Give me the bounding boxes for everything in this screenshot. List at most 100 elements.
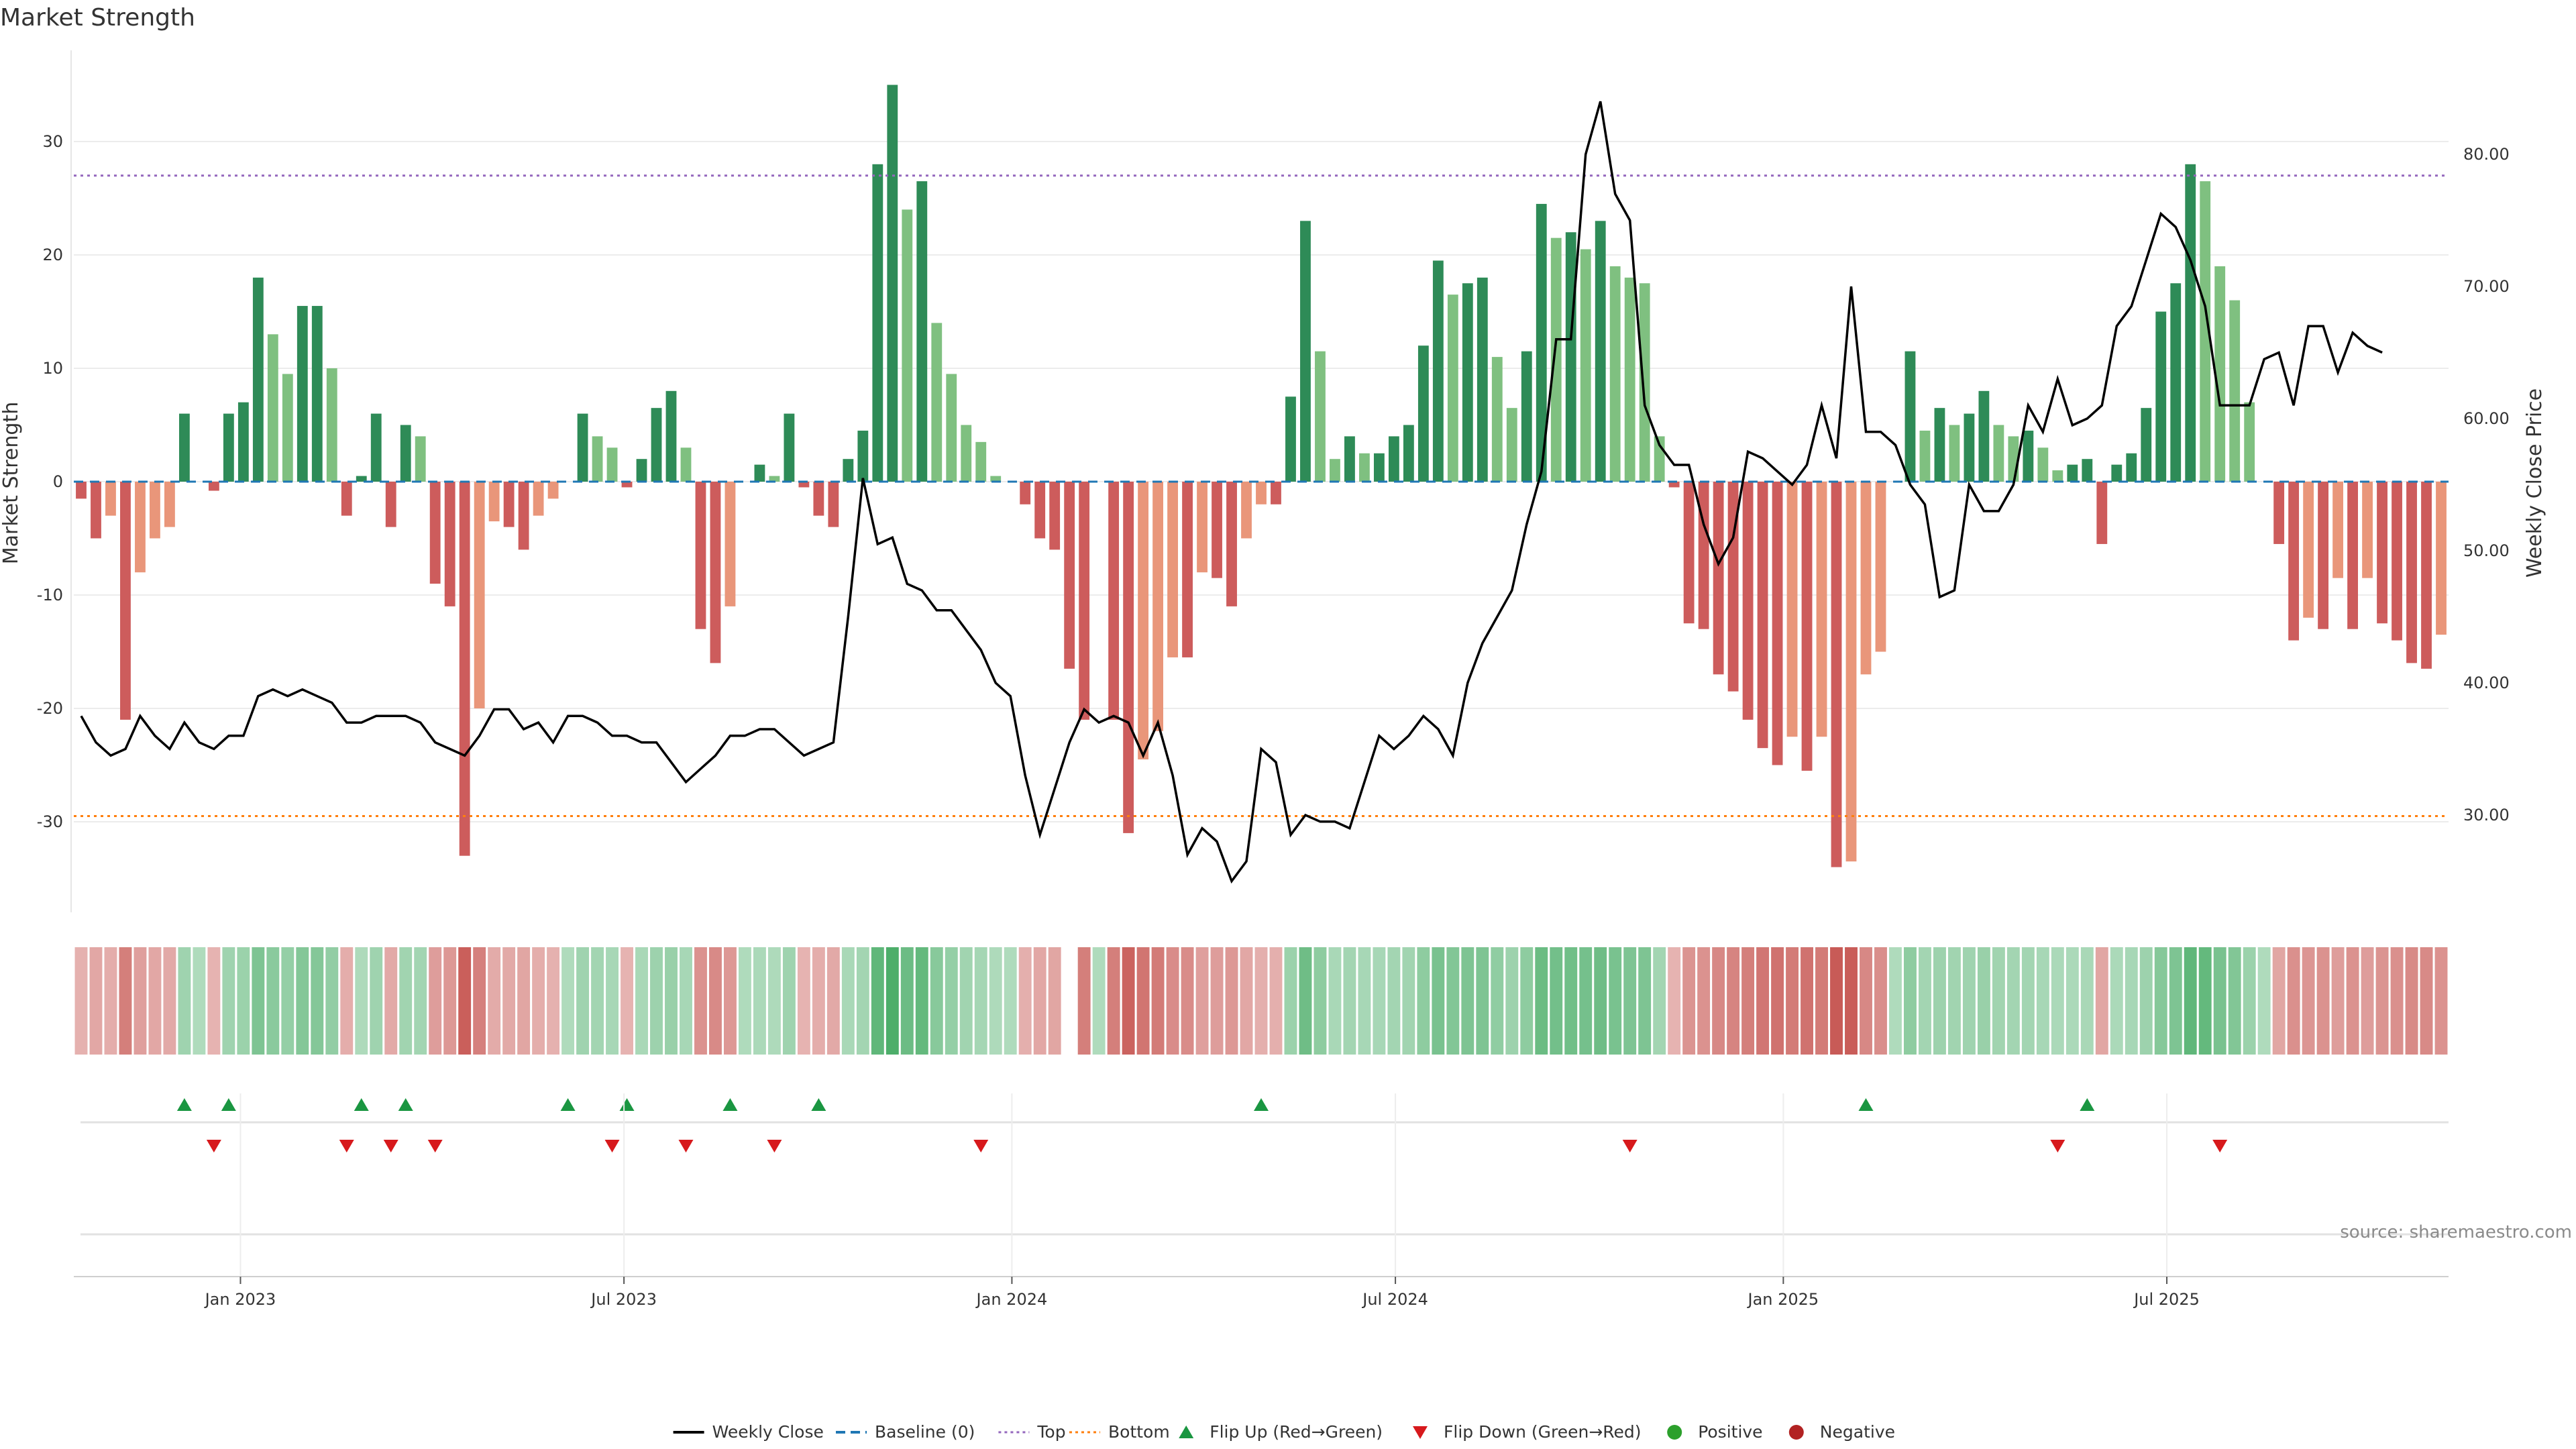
heatmap-cell (621, 947, 633, 1055)
strength-bar (828, 482, 839, 527)
flip-up-marker (354, 1098, 369, 1111)
heatmap-cell (414, 947, 427, 1055)
strength-bar (547, 482, 559, 499)
strength-bar (1358, 453, 1370, 482)
strength-bar (887, 85, 898, 482)
heatmap-cell (443, 947, 457, 1055)
strength-bar (1934, 408, 1945, 482)
strength-bar (385, 482, 396, 527)
heatmap-cell (2287, 947, 2300, 1055)
y-tick-label: 10 (42, 359, 63, 378)
heatmap-cell (1417, 947, 1430, 1055)
heatmap-cell (547, 947, 560, 1055)
heatmap-cell (767, 947, 781, 1055)
strength-bar (1565, 232, 1576, 482)
strength-bar (1831, 482, 1842, 867)
reference-lines (74, 174, 2449, 818)
heatmap-cell (1048, 947, 1061, 1055)
strength-bar (2244, 402, 2255, 482)
strength-bar (91, 482, 101, 539)
heatmap-cell (1623, 947, 1637, 1055)
strength-bar (606, 447, 618, 482)
legend-label: Flip Up (Red→Green) (1210, 1422, 1383, 1442)
strength-bar (1049, 482, 1061, 550)
heatmap-cell (1520, 947, 1534, 1055)
heatmap-cell (104, 947, 117, 1055)
strength-bar (2037, 447, 2049, 482)
flip-down-marker (339, 1140, 354, 1152)
x-tick-label: Jan 2023 (204, 1290, 276, 1309)
heatmap-cell (502, 947, 516, 1055)
strength-bar (326, 368, 337, 482)
strength-bar (1536, 203, 1547, 482)
legend-item: Bottom (1069, 1422, 1170, 1442)
heatmap-cell (532, 947, 545, 1055)
strength-bar (1462, 283, 1473, 482)
heatmap-cell (2405, 947, 2418, 1055)
heatmap-cell (1018, 947, 1032, 1055)
x-tick-label: Jul 2025 (2133, 1290, 2200, 1309)
heatmap-cell (133, 947, 147, 1055)
heatmap-cell (576, 947, 590, 1055)
heatmap-cell (222, 947, 235, 1055)
heatmap-cell (1328, 947, 1342, 1055)
heatmap-cell (1727, 947, 1740, 1055)
heatmap-cell (561, 947, 575, 1055)
heatmap-cell (2361, 947, 2374, 1055)
strength-bar (370, 413, 382, 482)
heatmap-cell (311, 947, 324, 1055)
strength-bar (695, 482, 706, 629)
legend-label: Top (1036, 1422, 1065, 1442)
y2-tick-label: 30.00 (2463, 806, 2510, 824)
heatmap-cell (871, 947, 884, 1055)
heatmap-cell (841, 947, 855, 1055)
heatmap-cell (1225, 947, 1238, 1055)
heatmap-cell (915, 947, 928, 1055)
legend-swatch (1788, 1425, 1804, 1440)
flip-markers-panel (80, 1098, 2449, 1236)
heatmap-cell (1358, 947, 1371, 1055)
flip-down-marker (383, 1140, 398, 1152)
strength-bar (1757, 482, 1768, 749)
heatmap-cell (945, 947, 958, 1055)
strength-bar (311, 306, 323, 482)
strength-bar (2303, 482, 2314, 618)
strength-bar (1978, 390, 1990, 482)
strength-bar (1373, 453, 1385, 482)
heatmap-cell (1476, 947, 1489, 1055)
heatmap-cell (2154, 947, 2167, 1055)
strength-bar (135, 482, 146, 573)
strength-bar (902, 209, 913, 482)
heatmap-cell (517, 947, 531, 1055)
strength-bar (1772, 482, 1783, 765)
strength-bar (931, 323, 943, 482)
strength-bar (1344, 436, 1355, 482)
y-tick-label: 20 (42, 246, 63, 264)
strength-bar (2155, 311, 2167, 482)
strength-bar (2111, 464, 2123, 482)
strength-bar (415, 436, 426, 482)
y2-tick-label: 80.00 (2463, 145, 2510, 164)
heatmap-cell (2139, 947, 2153, 1055)
strength-bar (444, 482, 455, 606)
legend-item: Positive (1667, 1422, 1763, 1442)
strength-bar (2067, 464, 2078, 482)
source-note: source: sharemaestro.com (2340, 1222, 2572, 1242)
heatmap-cell (1373, 947, 1386, 1055)
y-axis-label: Market Strength (0, 402, 23, 564)
flip-down-marker (427, 1140, 443, 1152)
strength-bar (577, 413, 588, 482)
heatmap-cell (1992, 947, 2005, 1055)
strength-bar (2406, 482, 2417, 663)
strength-bar (1550, 237, 1562, 482)
heatmap-cell (458, 947, 472, 1055)
strength-bar (223, 413, 234, 482)
strength-bar (2421, 482, 2432, 669)
y2-axis-label: Weekly Close Price (2523, 388, 2546, 578)
strength-bar (120, 482, 131, 720)
heatmap-cell (193, 947, 206, 1055)
strength-bar (1447, 294, 1458, 482)
strength-bar (2200, 181, 2211, 482)
heatmap-cell (2095, 947, 2108, 1055)
heatmap-cell (1550, 947, 1563, 1055)
